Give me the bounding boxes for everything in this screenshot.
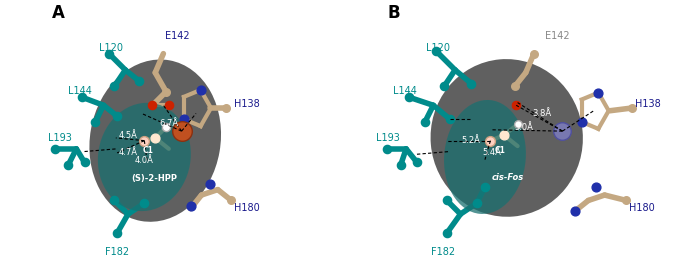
Text: 5.4Å: 5.4Å [482, 148, 501, 157]
Text: C1: C1 [494, 147, 505, 155]
Point [133, 79, 144, 83]
Text: H180: H180 [629, 203, 655, 213]
Point [498, 133, 510, 137]
Ellipse shape [90, 59, 221, 222]
Ellipse shape [430, 59, 583, 217]
Point [430, 49, 442, 53]
Text: L144: L144 [68, 86, 92, 96]
Point [76, 95, 88, 99]
Text: 3.8Å: 3.8Å [533, 109, 552, 118]
Text: L144: L144 [393, 86, 416, 96]
Point [160, 125, 172, 129]
Text: 4.7Å: 4.7Å [118, 148, 137, 157]
Text: (S)-2-HPP: (S)-2-HPP [131, 174, 177, 183]
Point [510, 84, 521, 88]
Text: E142: E142 [164, 31, 190, 41]
Point [108, 84, 120, 88]
Point [557, 129, 568, 133]
Ellipse shape [444, 100, 526, 214]
Point [49, 147, 60, 151]
Point [226, 198, 237, 203]
Text: L120: L120 [426, 43, 451, 53]
Text: F182: F182 [105, 247, 129, 257]
Point [111, 231, 122, 235]
Text: C1: C1 [143, 146, 154, 155]
Point [108, 198, 120, 203]
Point [591, 185, 602, 189]
Point [471, 201, 482, 205]
Point [576, 120, 587, 124]
Point [79, 160, 90, 165]
Point [150, 136, 161, 140]
Point [419, 119, 430, 124]
Point [444, 117, 455, 121]
Point [176, 129, 187, 133]
Text: L193: L193 [376, 133, 400, 143]
Point [220, 106, 232, 110]
Text: L193: L193 [48, 133, 71, 143]
Point [626, 106, 638, 110]
Point [510, 103, 522, 108]
Point [178, 117, 190, 121]
Text: 5.2Å: 5.2Å [462, 136, 481, 145]
Text: 5.0Å: 5.0Å [515, 123, 533, 132]
Text: 4.0Å: 4.0Å [135, 156, 154, 165]
Text: F182: F182 [430, 247, 455, 257]
Point [185, 204, 196, 208]
Point [139, 201, 150, 205]
Text: B: B [387, 4, 400, 22]
Point [512, 122, 523, 126]
Point [160, 90, 172, 94]
Point [403, 95, 414, 99]
Point [195, 88, 206, 92]
Point [621, 198, 632, 203]
Point [62, 163, 74, 167]
Text: H180: H180 [234, 203, 260, 213]
Point [466, 81, 477, 86]
Point [412, 160, 423, 165]
Point [593, 90, 604, 95]
Point [485, 138, 496, 143]
Point [163, 103, 174, 108]
Point [395, 163, 406, 167]
Point [569, 209, 580, 214]
Text: 4.5Å: 4.5Å [118, 131, 137, 140]
Point [382, 147, 393, 151]
Point [480, 185, 491, 189]
Point [441, 198, 452, 203]
Point [90, 119, 101, 124]
Text: A: A [52, 4, 65, 22]
Text: H138: H138 [234, 99, 260, 109]
Point [111, 114, 122, 118]
Text: L120: L120 [99, 43, 123, 53]
Point [139, 138, 150, 143]
Point [441, 231, 452, 235]
Point [510, 103, 522, 108]
Point [104, 51, 115, 56]
Text: cis-Fos: cis-Fos [492, 173, 524, 182]
Text: H138: H138 [634, 99, 660, 109]
Point [147, 103, 158, 108]
Text: 6.7Å: 6.7Å [160, 119, 178, 128]
Ellipse shape [98, 103, 191, 211]
Point [204, 182, 215, 186]
Text: E142: E142 [545, 31, 569, 41]
Point [528, 51, 540, 56]
Point [439, 84, 450, 88]
